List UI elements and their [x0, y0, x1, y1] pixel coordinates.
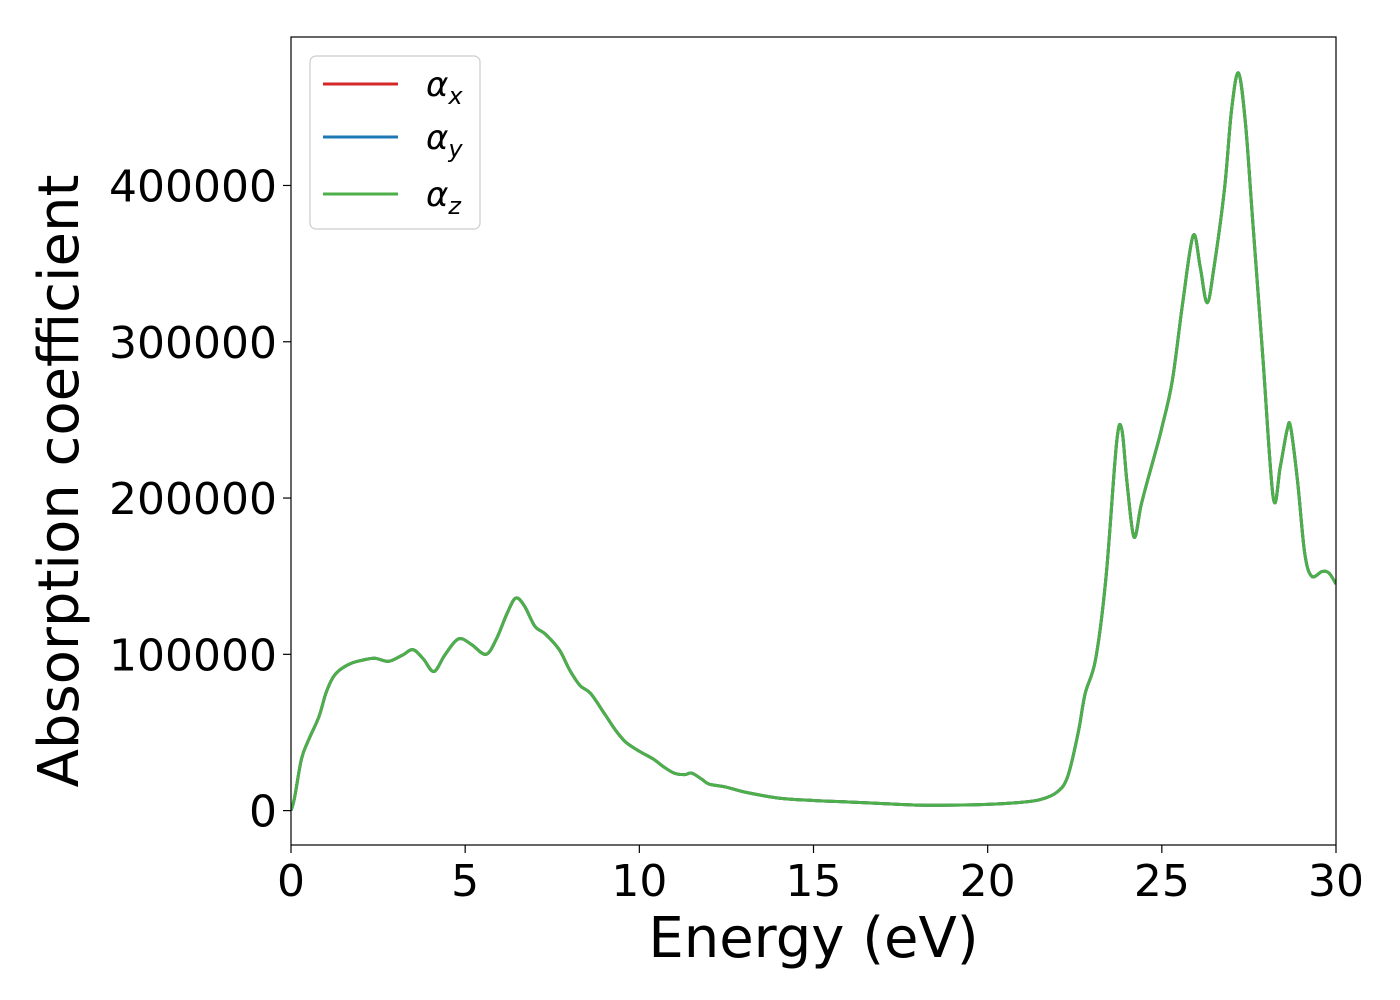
x-axis-label: Energy (eV) — [648, 906, 978, 971]
legend-label-y: αy — [426, 118, 463, 163]
legend-box — [309, 55, 481, 230]
y-tick-label: 400000 — [109, 161, 277, 212]
x-tick-label: 25 — [1134, 856, 1190, 907]
y-axis-label: Absorption coefficient — [27, 175, 92, 788]
x-tick-label: 20 — [960, 856, 1016, 907]
y-tick-label: 100000 — [109, 630, 277, 681]
x-tick-label: 30 — [1308, 856, 1364, 907]
y-axis-ticks: 0 100000 200000 300000 400000 — [109, 161, 291, 838]
x-axis-ticks: 0 5 10 15 20 25 30 — [277, 845, 1364, 907]
series-lines — [291, 71, 1336, 812]
y-tick-label: 300000 — [109, 318, 277, 369]
x-tick-label: 0 — [277, 856, 305, 907]
x-tick-label: 10 — [611, 856, 667, 907]
x-tick-label: 5 — [451, 856, 479, 907]
y-tick-label: 200000 — [109, 474, 277, 525]
x-tick-label: 15 — [786, 856, 842, 907]
series-line-z — [291, 71, 1336, 812]
y-tick-label: 0 — [249, 787, 277, 838]
legend-label-x: αx — [426, 65, 463, 110]
